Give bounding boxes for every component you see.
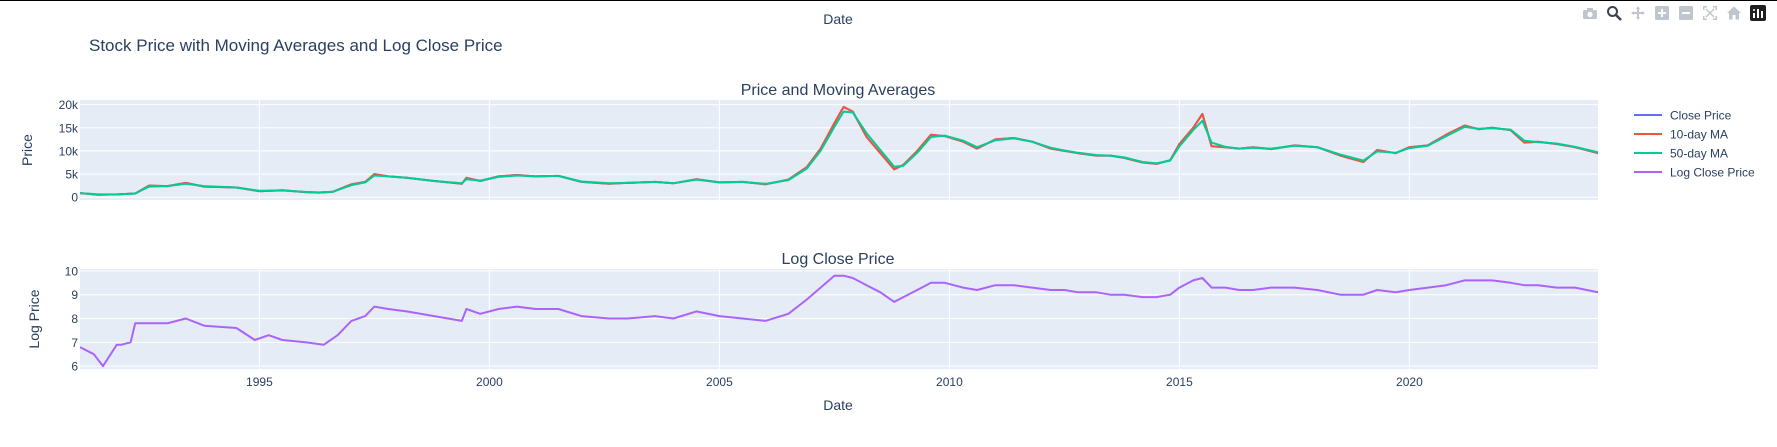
modebar (1581, 4, 1767, 22)
legend-item-10-day-ma[interactable]: 10-day MA (1634, 128, 1728, 142)
y-tick-label: 5k (65, 168, 79, 182)
y-tick-label: 7 (71, 336, 78, 350)
legend-item-close-price[interactable]: Close Price (1634, 109, 1732, 123)
autoscale-icon (1703, 6, 1717, 20)
zoom-in-icon (1655, 6, 1669, 20)
zoom-out-icon (1679, 6, 1693, 20)
x-tick-label: 2000 (476, 375, 503, 389)
home-icon (1727, 6, 1741, 20)
zoom-icon (1607, 6, 1622, 21)
x-tick-label: 2020 (1396, 375, 1423, 389)
y-axis-title-log: Log Price (26, 289, 42, 348)
series-line-50-day-ma (80, 110, 1598, 196)
y-ticks-log: 6 7 8 9 10 (65, 264, 79, 373)
subplot-title-log: Log Close Price (782, 251, 895, 268)
pan-icon (1631, 6, 1645, 20)
top-border (0, 0, 1777, 1)
legend-label: 10-day MA (1670, 128, 1728, 142)
top-axis-title: Date (823, 11, 853, 27)
gridlines-price (80, 100, 1598, 200)
zoom-button[interactable] (1605, 4, 1623, 22)
y-tick-label: 9 (71, 288, 78, 302)
plotly-logo-icon (1750, 5, 1766, 21)
camera-icon (1583, 8, 1597, 19)
x-ticks-log: 1995 2000 2005 2010 2015 2020 (246, 375, 1423, 389)
y-axis-title-price: Price (19, 134, 35, 166)
chart-title: Stock Price with Moving Averages and Log… (89, 36, 503, 55)
zoom-out-button[interactable] (1677, 4, 1695, 22)
zoom-in-button[interactable] (1653, 4, 1671, 22)
series-group-price (80, 105, 1598, 196)
x-tick-label: 2005 (706, 375, 733, 389)
legend-label: 50-day MA (1670, 147, 1728, 161)
y-tick-label: 0 (71, 191, 78, 205)
y-tick-label: 15k (59, 121, 79, 135)
y-tick-label: 6 (71, 360, 78, 374)
legend-label: Log Close Price (1670, 166, 1755, 180)
x-axis-title-log: Date (823, 397, 853, 413)
x-tick-label: 2010 (936, 375, 963, 389)
x-tick-label: 1995 (246, 375, 273, 389)
plotly-logo-button[interactable] (1749, 4, 1767, 22)
y-tick-label: 10 (65, 264, 79, 278)
camera-button[interactable] (1581, 4, 1599, 22)
pan-button[interactable] (1629, 4, 1647, 22)
y-tick-label: 10k (59, 144, 79, 158)
home-button[interactable] (1725, 4, 1743, 22)
autoscale-button[interactable] (1701, 4, 1719, 22)
subplot-title-price: Price and Moving Averages (741, 82, 935, 99)
y-ticks-price: 0 5k 10k 15k 20k (59, 98, 79, 205)
series-line-log-close-price (80, 274, 1598, 368)
x-tick-label: 2015 (1166, 375, 1193, 389)
series-group-log (80, 274, 1598, 368)
legend: Close Price 10-day MA 50-day MA Log Close P… (1634, 109, 1755, 180)
y-tick-label: 8 (71, 312, 78, 326)
legend-item-50-day-ma[interactable]: 50-day MA (1634, 147, 1728, 161)
legend-label: Close Price (1670, 109, 1732, 123)
y-tick-label: 20k (59, 98, 79, 112)
legend-item-log-close-price[interactable]: Log Close Price (1634, 166, 1755, 180)
